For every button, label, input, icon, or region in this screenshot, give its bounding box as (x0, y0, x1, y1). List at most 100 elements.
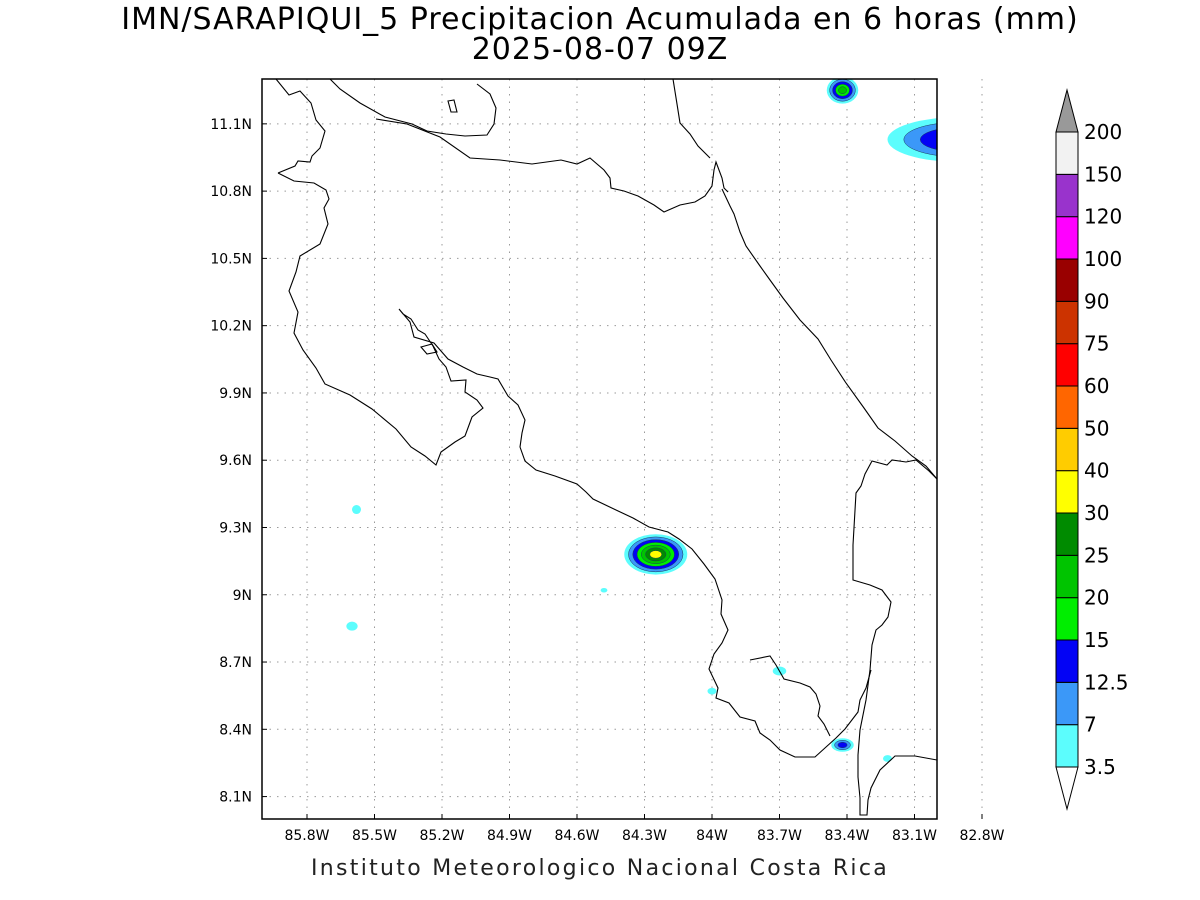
colorbar-label: 150 (1084, 162, 1122, 186)
y-tick-label: 11.1N (210, 117, 252, 133)
colorbar-label: 20 (1084, 586, 1109, 610)
colorbar-swatch (1055, 258, 1079, 302)
precipitation-layer (346, 77, 1034, 762)
x-tick-label: 84.9W (487, 828, 532, 844)
precip-contour (965, 260, 973, 265)
y-tick-label: 8.1N (219, 790, 252, 806)
precip-contour (838, 86, 847, 94)
y-tick-label: 9.3N (219, 520, 252, 536)
colorbar-swatch (1055, 427, 1079, 472)
x-tick-label: 85.2W (419, 828, 464, 844)
lake-nicaragua-shore (329, 79, 497, 137)
precip-cell (951, 252, 987, 274)
precip-contour (936, 137, 937, 142)
x-tick-label: 83.1W (892, 828, 937, 844)
precip-cell (831, 738, 854, 752)
colorbar-swatch (1055, 343, 1079, 387)
colorbar-label: 30 (1084, 501, 1109, 525)
precip-contour (962, 259, 976, 267)
colorbar-swatch (1055, 173, 1079, 218)
precip-contour (707, 687, 717, 695)
precip-cell (887, 118, 937, 161)
colorbar-label: 3.5 (1084, 755, 1116, 779)
x-tick-label: 84.3W (622, 828, 667, 844)
precip-contour (1007, 178, 1034, 205)
colorbar-swatch (1055, 681, 1079, 726)
institution-credit: Instituto Meteorologico Nacional Costa R… (310, 856, 890, 881)
colorbar-under-arrow (1055, 766, 1079, 811)
y-axis-tick-labels: 11.1N 10.8N 10.5N 10.2N 9.9N 9.6N 9.3N 9N 8.7N 8.… (210, 117, 252, 806)
colorbar-swatch (1055, 512, 1079, 556)
colorbar-swatch (1055, 131, 1079, 175)
colorbar-swatch (1055, 597, 1079, 641)
nicaragua-border (375, 118, 729, 213)
colorbar-label: 25 (1084, 543, 1109, 567)
precip-cell (826, 79, 859, 104)
colorbar-swatch (1055, 385, 1079, 429)
x-tick-label: 85.8W (284, 828, 329, 844)
pacific-coastline-south (277, 172, 872, 758)
x-tick-label: 84W (696, 828, 728, 844)
y-tick-label: 8.7N (219, 655, 252, 671)
x-tick-label: 83.4W (824, 828, 869, 844)
x-tick-label: 85.5W (352, 828, 397, 844)
precip-contour (883, 755, 892, 762)
precip-contour (979, 81, 1016, 100)
colorbar-legend: 3.5 7 12.5 15 20 25 30 40 50 60 75 90 100 120 150 200 (1055, 88, 1129, 811)
precip-contour (1011, 254, 1034, 285)
pacific-coastline (275, 79, 326, 174)
y-tick-label: 10.2N (210, 319, 252, 335)
graticule-grid (262, 79, 983, 819)
precip-contour (953, 253, 983, 272)
caribbean-coastline (721, 188, 937, 480)
colorbar-label: 40 (1084, 459, 1109, 483)
lake-island (447, 99, 458, 113)
precip-contour (346, 621, 358, 631)
map-title: IMN/SARAPIQUI_5 Precipitacion Acumulada … (121, 2, 1079, 37)
gulf-island (420, 343, 438, 355)
y-tick-label: 10.8N (210, 184, 252, 200)
precip-cell (624, 534, 688, 575)
colorbar-label: 12.5 (1084, 670, 1129, 694)
caribbean-north-coast (672, 79, 711, 159)
x-tick-label: 82.8W (959, 828, 1004, 844)
map-frame (261, 78, 938, 820)
colorbar-label: 7 (1084, 713, 1097, 737)
map-plot-area (262, 79, 937, 819)
precip-cell (1011, 254, 1034, 285)
colorbar-swatch (1055, 470, 1079, 514)
y-tick-label: 9.6N (219, 453, 252, 469)
y-tick-label: 10.5N (210, 251, 252, 267)
colorbar-label: 200 (1084, 120, 1122, 144)
precip-contour (956, 255, 981, 270)
precip-contour (988, 85, 1008, 95)
colorbar-swatch (1055, 300, 1079, 345)
precip-cell (971, 77, 1025, 104)
precip-contour (837, 741, 848, 749)
precip-contour (992, 87, 1004, 93)
colorbar-label: 90 (1084, 289, 1109, 313)
precip-cell (707, 687, 717, 695)
osa-peninsula (749, 655, 831, 737)
precip-contour (971, 77, 1025, 104)
colorbar-label: 120 (1084, 205, 1122, 229)
x-tick-label: 83.7W (757, 828, 802, 844)
colorbar-label: 60 (1084, 374, 1109, 398)
colorbar-swatch (1055, 724, 1079, 768)
precip-cell (600, 588, 608, 593)
y-tick-label: 9.9N (219, 386, 252, 402)
colorbar-swatch (1055, 639, 1079, 683)
y-tick-label: 8.4N (219, 722, 252, 738)
colorbar-label: 100 (1084, 247, 1122, 271)
precip-contour (600, 588, 608, 593)
precip-contour (959, 257, 978, 269)
colorbar-over-arrow (1055, 88, 1079, 133)
coastline-layer (275, 79, 937, 816)
colorbar-swatch (1055, 554, 1079, 599)
colorbar-swatch (1055, 216, 1079, 260)
precip-cell (352, 505, 361, 515)
precip-cell (1007, 178, 1034, 205)
colorbar-label: 50 (1084, 416, 1109, 440)
colorbar-label: 75 (1084, 332, 1109, 356)
